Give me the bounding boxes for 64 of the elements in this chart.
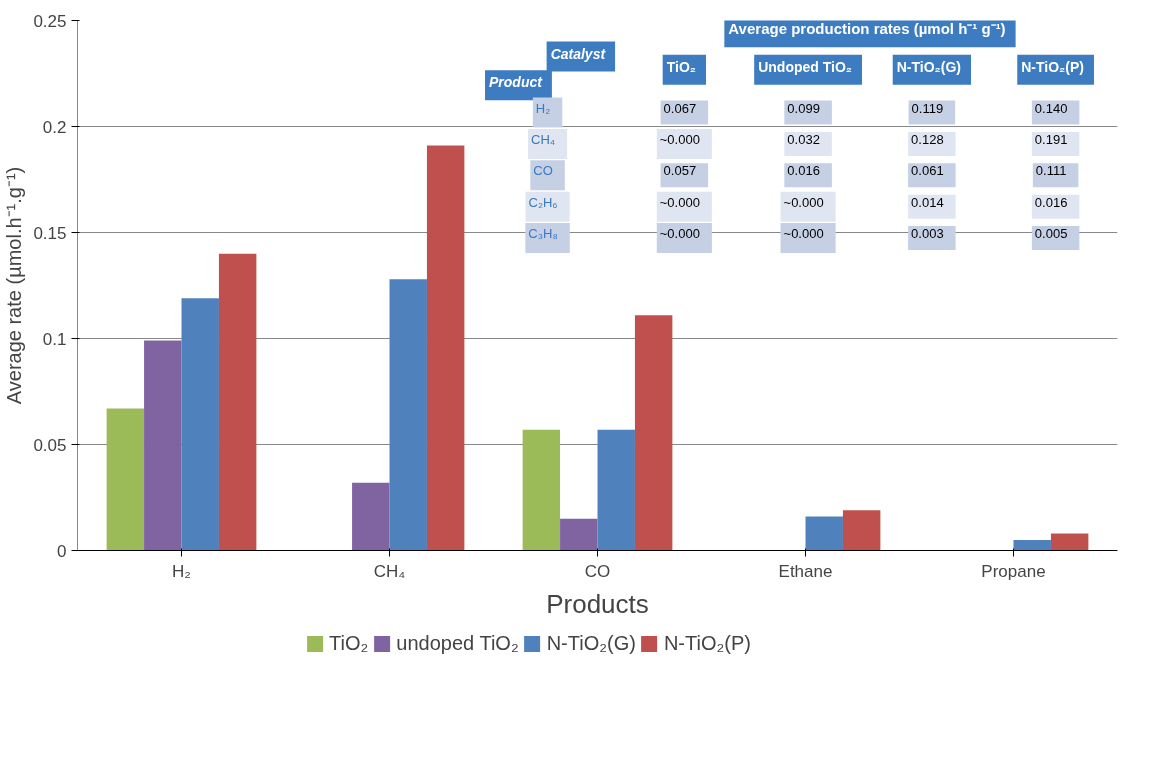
annotation: ~0.000 (783, 194, 824, 210)
annotation: N-TiO₂(G) (896, 58, 962, 75)
annotation: ~0.000 (659, 226, 700, 242)
x-tick-label: Propane (981, 561, 1046, 581)
annotation: 0.111 (1035, 163, 1067, 179)
annotation: 0.057 (663, 163, 697, 179)
bar (842, 510, 881, 551)
y-tick-label: 0.25 (33, 11, 67, 31)
annotation: 0.005 (1034, 226, 1068, 242)
annotation: C₂H₆ (528, 194, 558, 210)
bar (805, 516, 843, 551)
bar (1013, 539, 1051, 551)
annotation: CH₄ (531, 131, 556, 147)
annotation: ~0.000 (783, 226, 824, 242)
x-axis-title: Products (546, 588, 649, 619)
annotation: N-TiO₂(P) (1021, 58, 1084, 75)
annotation: C₃H₈ (528, 226, 558, 242)
x-tick-label: CO (584, 561, 611, 581)
annotation: 0.191 (1034, 131, 1068, 147)
y-tick-label: 0 (57, 541, 67, 561)
y-tick-label: 0.2 (42, 117, 67, 137)
legend-label: TiO₂ (329, 631, 369, 655)
annotation: 0.016 (1034, 194, 1068, 210)
y-tick-label: 0.1 (42, 329, 67, 349)
annotation: 0.061 (911, 163, 944, 179)
annotation: CO (533, 163, 553, 179)
annotation: 0.119 (911, 100, 944, 116)
bar (106, 408, 145, 551)
annotation: 0.140 (1034, 100, 1068, 116)
annotation: 0.003 (911, 226, 944, 242)
annotation: ~0.000 (659, 194, 700, 210)
annotation: 0.016 (787, 163, 820, 179)
bar (144, 340, 182, 551)
bar (426, 145, 465, 551)
text: Average production rates (µmol h⁻¹ g⁻¹) (728, 20, 1006, 38)
legend-label: N-TiO₂(P) (663, 631, 751, 655)
bar (522, 429, 561, 551)
bar (597, 429, 635, 551)
bar (1050, 533, 1089, 551)
annotation: 0.099 (787, 100, 820, 116)
annotation: 0.067 (663, 100, 697, 116)
annotation: 0.032 (787, 131, 820, 147)
legend-label: undoped TiO₂ (396, 631, 519, 655)
bar (634, 315, 673, 551)
annotation: Catalyst (550, 45, 607, 62)
annotation: ~0.000 (659, 131, 700, 147)
bar (389, 279, 427, 551)
bar (181, 298, 219, 551)
x-tick-label: H₂ (172, 561, 191, 581)
annotation: 0.128 (911, 131, 944, 147)
y-tick-label: 0.15 (33, 223, 67, 243)
bar (560, 518, 598, 551)
y-tick-label: 0.05 (33, 435, 67, 455)
annotation: TiO₂ (666, 58, 696, 75)
legend-label: N-TiO₂(G) (546, 631, 636, 655)
y-axis-title: Average rate (µmol.h⁻¹.g⁻¹) (3, 166, 26, 405)
annotation: Undoped TiO₂ (758, 58, 853, 75)
annotation: Product (489, 74, 544, 91)
x-tick-label: CH₄ (373, 561, 406, 581)
x-tick-label: Ethane (778, 561, 833, 581)
annotation: H₂ (535, 100, 551, 116)
bar (218, 253, 257, 551)
bar (352, 482, 390, 551)
annotation: 0.014 (911, 194, 944, 210)
